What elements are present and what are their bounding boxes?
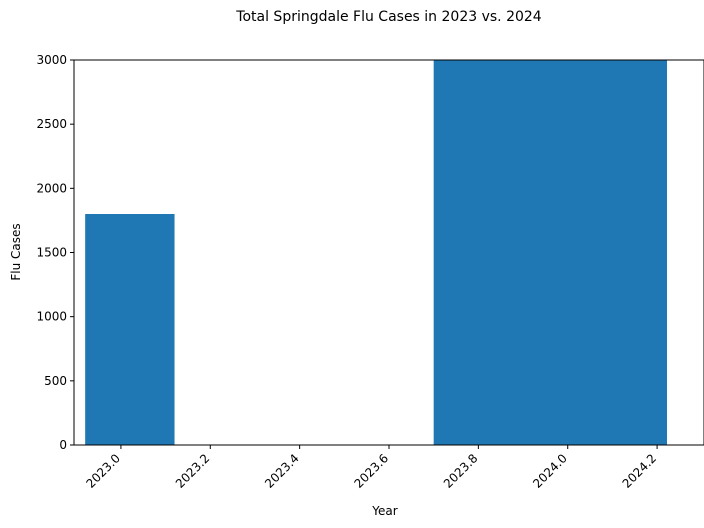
bar-1 [433, 60, 667, 445]
bar-0 [85, 214, 175, 445]
plot-frame [73, 59, 704, 446]
y-tick-label: 1000 [36, 310, 67, 324]
x-tick-label: 2023.8 [441, 451, 481, 491]
y-tick-label: 0 [59, 438, 67, 452]
x-tick-label: 2023.6 [352, 451, 392, 491]
x-tick-label: 2024.0 [530, 451, 570, 491]
y-tick-label: 2000 [36, 181, 67, 195]
x-axis-label: Year [371, 504, 397, 518]
y-tick-label: 500 [44, 374, 67, 388]
y-axis-label: Flu Cases [9, 223, 23, 280]
x-tick-label: 2023.0 [83, 451, 123, 491]
y-tick-label: 3000 [36, 53, 67, 67]
x-tick-label: 2023.2 [173, 451, 213, 491]
y-tick-label: 1500 [36, 246, 67, 260]
x-tick-label: 2024.2 [620, 451, 660, 491]
y-tick-label: 2500 [36, 117, 67, 131]
x-tick-label: 2023.4 [262, 451, 302, 491]
chart-title: Total Springdale Flu Cases in 2023 vs. 2… [235, 9, 542, 25]
